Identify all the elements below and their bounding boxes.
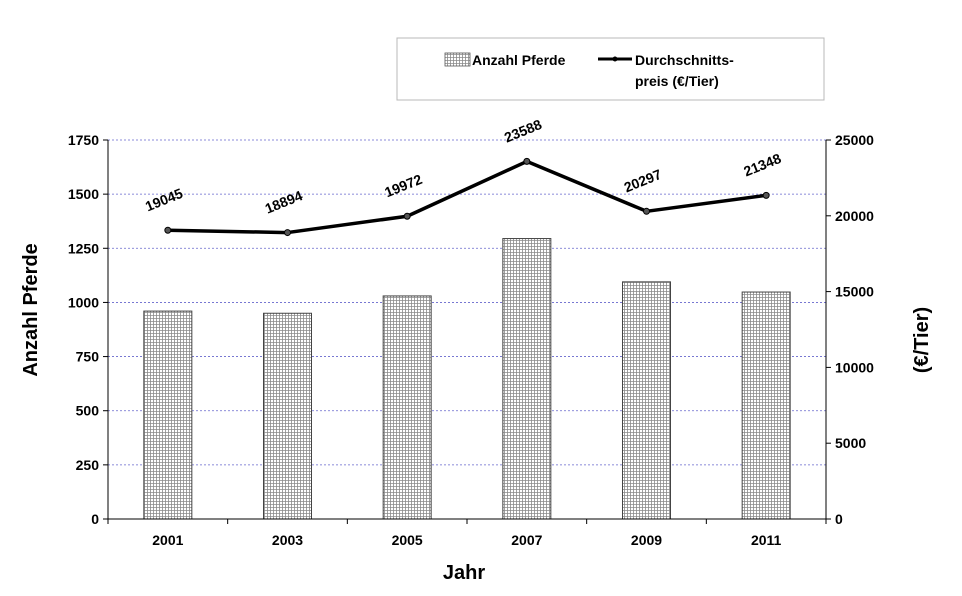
y-tick-label: 1250: [68, 240, 99, 256]
price-line-path: [167, 159, 767, 235]
y-tick-label: 750: [76, 349, 100, 365]
legend-swatch-marker: [612, 56, 618, 62]
x-tick-label: 2005: [392, 532, 423, 548]
bar: [382, 295, 432, 520]
data-label: 23588: [502, 116, 544, 145]
legend-label-bars: Anzahl Pferde: [472, 52, 566, 68]
legend-swatch-bars: [444, 52, 471, 67]
bar: [741, 291, 791, 520]
y2-tick-label: 15000: [835, 284, 874, 300]
legend-label-line-2: preis (€/Tier): [635, 73, 719, 89]
bar: [622, 281, 671, 520]
legend: Anzahl Pferde Durchschnitts- preis (€/Ti…: [396, 37, 825, 101]
price-line: [164, 157, 770, 237]
y-tick-label: 250: [76, 457, 100, 473]
y2-tick-label: 10000: [835, 359, 874, 375]
bar: [502, 238, 552, 520]
y-tick-label: 1750: [68, 132, 99, 148]
y2-tick-label: 25000: [835, 132, 874, 148]
y-ticks: 0 250 500 750 1000 1250 1500 1750: [68, 132, 108, 527]
bar: [263, 312, 312, 520]
y-tick-label: 500: [76, 403, 100, 419]
data-label: 20297: [622, 166, 664, 195]
data-labels: 19045 18894 19972 23588 20297 21348: [143, 116, 784, 217]
x-tick-label: 2007: [511, 532, 542, 548]
line-point: [164, 226, 172, 234]
line-point: [284, 229, 291, 237]
y-axis-title: Anzahl Pferde: [20, 243, 42, 376]
y2-ticks: 0 5000 10000 15000 20000 25000: [826, 132, 874, 527]
x-ticks: 2001 2003 2005 2007 2009 2011: [107, 519, 827, 548]
bars: [143, 238, 791, 520]
y2-axis-title: (€/Tier): [911, 307, 933, 373]
line-point: [523, 157, 531, 165]
bar: [143, 310, 193, 520]
y-tick-label: 0: [91, 511, 99, 527]
legend-label-line-1: Durchschnitts-: [635, 52, 734, 68]
data-label: 19972: [382, 171, 424, 200]
x-tick-label: 2001: [152, 532, 183, 548]
x-axis-title: Jahr: [443, 562, 485, 584]
line-point: [643, 207, 650, 215]
data-label: 19045: [143, 185, 185, 214]
y2-tick-label: 0: [835, 511, 843, 527]
line-point: [403, 212, 411, 220]
y2-tick-label: 5000: [835, 435, 866, 451]
legend-box: [396, 37, 825, 101]
line-point: [762, 191, 770, 199]
data-label: 21348: [741, 150, 783, 179]
x-tick-label: 2009: [631, 532, 662, 548]
y-tick-label: 1000: [68, 294, 99, 310]
x-tick-label: 2003: [272, 532, 303, 548]
y-tick-label: 1500: [68, 186, 99, 202]
x-tick-label: 2011: [751, 532, 782, 548]
data-label: 18894: [263, 187, 305, 216]
y2-tick-label: 20000: [835, 208, 874, 224]
